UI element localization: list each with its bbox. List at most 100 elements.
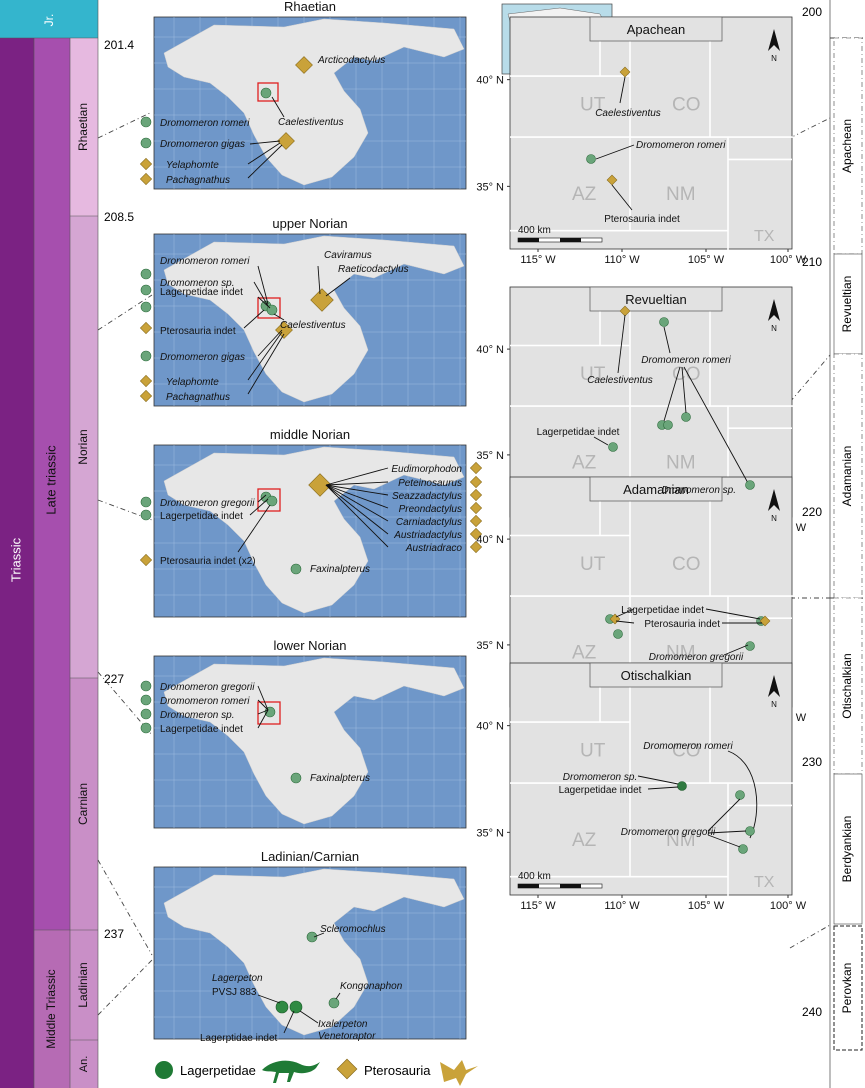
marker xyxy=(469,461,483,475)
label-seazzadactylus: Seazzadactylus xyxy=(392,491,462,502)
lat-35: 35° N xyxy=(476,827,504,839)
site-arcticodactylus xyxy=(295,56,313,74)
marker-l0 xyxy=(140,116,152,128)
label-caelestiventus: Caelestiventus xyxy=(278,117,344,128)
marker xyxy=(469,501,483,515)
label-lagerpetidae-indet: Lagerpetidae indet xyxy=(537,427,620,438)
site-lagerpeton xyxy=(275,1000,289,1014)
leader xyxy=(249,140,281,145)
label-pterosauria-indet: Pterosauria indet xyxy=(644,619,720,630)
lvf-perovkan: Perovkan xyxy=(840,963,854,1014)
label-faxinalpterus: Faxinalpterus xyxy=(310,773,370,784)
north-arrow-icon xyxy=(768,489,780,511)
jurassic-label: Jr. xyxy=(42,14,56,27)
leader xyxy=(617,314,626,374)
site xyxy=(266,495,278,507)
lvf-adamanian: Adamanian xyxy=(840,446,854,507)
label-venetoraptor: Venetoraptor xyxy=(318,1031,376,1042)
label-dromomeron-gigas: Dromomeron gigas xyxy=(160,352,245,363)
tick-240: 240 xyxy=(802,1005,822,1019)
site xyxy=(681,412,691,422)
middle-triassic-bar xyxy=(34,930,70,1088)
label-dromomeron-sp: Dromomeron sp. xyxy=(662,485,736,496)
lvf-berdyankian: Berdyankian xyxy=(840,816,854,883)
sw-map-3: UT CO AZ NM TX Otischalkian N 400 km xyxy=(509,662,794,898)
marker xyxy=(140,722,152,734)
leader xyxy=(705,608,761,620)
state-tx: TX xyxy=(754,228,775,245)
site xyxy=(613,629,623,639)
lat-35: 35° N xyxy=(476,640,504,652)
leader xyxy=(681,366,687,414)
legend-ptero-marker xyxy=(336,1058,358,1080)
study-area-box xyxy=(257,488,281,512)
leader xyxy=(257,709,269,729)
marker xyxy=(140,496,152,508)
state-ut: UT xyxy=(580,364,606,385)
pterosaur-silhouette-icon xyxy=(440,1060,478,1086)
leader xyxy=(683,366,749,484)
lon-label: 115° W xyxy=(520,900,556,912)
site xyxy=(619,305,631,317)
rhaetian-stage xyxy=(70,38,98,216)
leader xyxy=(615,620,635,624)
leader xyxy=(247,331,283,381)
state-co: CO xyxy=(672,554,701,575)
label-pterosauria-indet: Pterosauria indet xyxy=(160,326,236,337)
label-dromomeron-romeri: Dromomeron romeri xyxy=(160,696,250,707)
jurassic-bar xyxy=(0,0,98,38)
label-dromomeron-romeri: Dromomeron romeri xyxy=(641,355,731,366)
ladinian-stage xyxy=(70,930,98,1040)
leader xyxy=(317,265,321,295)
scale-bar-label: 400 km xyxy=(518,225,551,236)
leader xyxy=(257,265,269,305)
marker xyxy=(140,350,152,362)
study-area-box xyxy=(257,297,281,319)
stage-anisian: An. xyxy=(78,1056,90,1073)
leader xyxy=(247,142,281,165)
pangaea-landmass xyxy=(163,235,465,403)
leader xyxy=(707,798,741,832)
marker xyxy=(140,708,152,720)
state-nm: NM xyxy=(666,453,696,474)
state-co: CO xyxy=(672,364,701,385)
lvf-revueltian: Revueltian xyxy=(840,276,854,333)
leader xyxy=(723,644,749,656)
state-co: CO xyxy=(672,741,701,762)
label-yelaphomte: Yelaphomte xyxy=(166,160,219,171)
leader xyxy=(325,481,389,486)
scale-bar-seg xyxy=(518,884,539,888)
state-tx: TX xyxy=(754,874,775,891)
site xyxy=(606,174,618,186)
sw-map-title-1: Revueltian xyxy=(625,292,686,307)
pangaea-landmass xyxy=(163,446,465,614)
state-az: AZ xyxy=(572,184,597,205)
north-label: N xyxy=(771,54,777,63)
site xyxy=(745,480,755,490)
lvf-otischalkian: Otischalkian xyxy=(840,653,854,718)
age-237: 237 xyxy=(104,927,124,941)
north-label: N xyxy=(771,514,777,523)
north-label: N xyxy=(771,700,777,709)
label-pterosauria-indet-x2: Pterosauria indet (x2) xyxy=(160,556,256,567)
geologic-timescale: Jr. Triassic Late triassic Middle Triass… xyxy=(0,0,134,1088)
state-ut: UT xyxy=(580,741,606,762)
state-ut: UT xyxy=(580,554,606,575)
age-227: 227 xyxy=(104,672,124,686)
leader xyxy=(257,329,283,357)
study-area-box xyxy=(257,701,281,725)
label-faxinalpterus: Faxinalpterus xyxy=(310,564,370,575)
marker xyxy=(140,284,152,296)
paleomap-panel-3 xyxy=(153,655,467,829)
label-lagerpetidae-indet: Lagerpetidae indet xyxy=(160,724,243,735)
label-pachagnathus: Pachagnathus xyxy=(166,392,230,403)
label-dromomeron-gregorii: Dromomeron gregorii xyxy=(649,652,744,663)
label-lagerpetidae-indet: Lagerpetidae indet xyxy=(559,785,642,796)
state-az: AZ xyxy=(572,643,597,664)
legend-lager-marker xyxy=(155,1061,173,1079)
sw-map-title-2: Adamanian xyxy=(623,482,689,497)
leader xyxy=(283,1010,295,1034)
marker xyxy=(139,374,153,388)
leader xyxy=(237,504,271,553)
